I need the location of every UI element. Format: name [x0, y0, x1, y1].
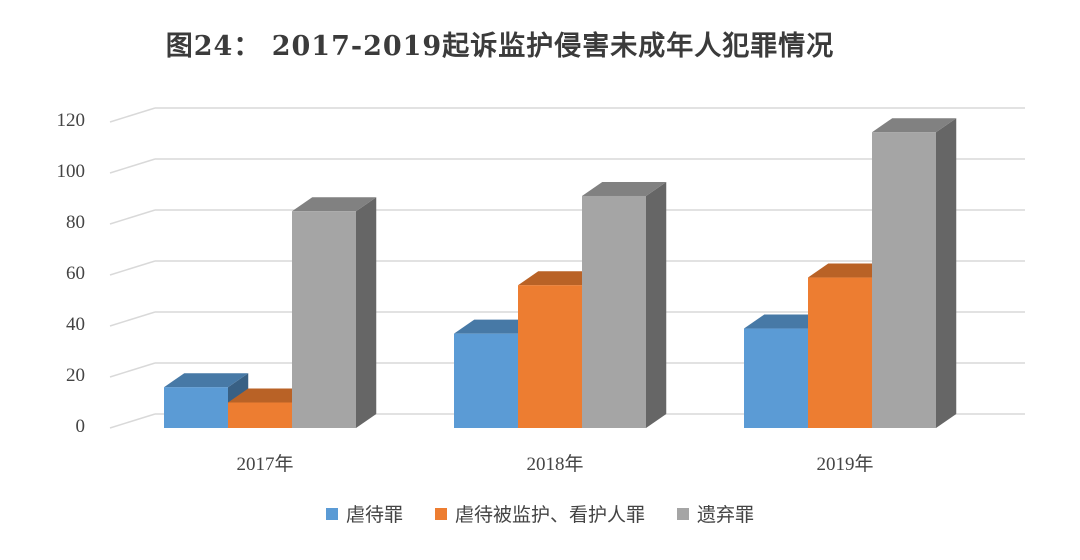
legend-item: 遗弃罪 [677, 500, 754, 527]
y-tick-label: 100 [57, 161, 86, 182]
y-tick-label: 0 [76, 416, 86, 437]
y-tick-label: 20 [66, 365, 85, 386]
x-tick-label: 2017年 [236, 453, 293, 475]
legend-item: 虐待罪 [325, 500, 403, 527]
y-tick-label: 120 [57, 110, 86, 131]
x-tick-label: 2018年 [526, 453, 583, 475]
bar [872, 118, 957, 428]
chart-title: 图24： 2017-2019起诉监护侵害未成年人犯罪情况 [165, 31, 835, 62]
bar [292, 197, 377, 428]
legend-swatch [325, 507, 338, 520]
legend-label: 虐待罪 [345, 504, 403, 526]
x-tick-label: 2019年 [816, 453, 873, 475]
legend-item: 虐待被监护、看护人罪 [434, 500, 645, 527]
legend-swatch [434, 507, 447, 520]
bar [582, 181, 667, 428]
y-tick-label: 80 [66, 212, 85, 233]
y-tick-label: 60 [66, 263, 85, 284]
legend-label: 虐待被监护、看护人罪 [454, 504, 645, 526]
y-tick-label: 40 [66, 314, 85, 335]
legend-swatch [677, 507, 689, 520]
gridline [109, 107, 1025, 123]
legend-label: 遗弃罪 [697, 504, 755, 526]
legend: 虐待罪 虐待被监护、看护人罪 遗弃罪 [0, 500, 1080, 527]
